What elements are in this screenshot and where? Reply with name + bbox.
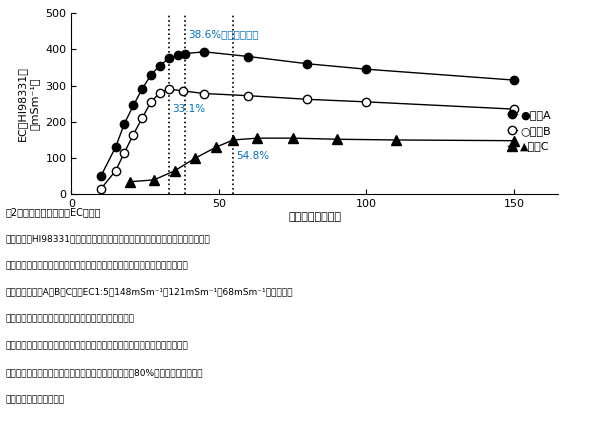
Text: ・測定値は，塑性限界以上の湿潤状態（握って手が湿るくらい）の土壌を圧: ・測定値は，塑性限界以上の湿潤状態（握って手が湿るくらい）の土壌を圧	[6, 341, 189, 350]
Legend: ●土壌A, ○土壌B, ▲土壌C: ●土壌A, ○土壌B, ▲土壌C	[505, 108, 553, 154]
X-axis label: 土壌含水比（％）: 土壌含水比（％）	[288, 212, 342, 222]
Text: 33.1%: 33.1%	[172, 104, 205, 114]
Text: ・測定は，HI98331を用いて，土壌がペースト状になるまではビニール袋内で: ・測定は，HI98331を用いて，土壌がペースト状になるまではビニール袋内で	[6, 234, 211, 243]
Text: 38.6%（塑性限界）: 38.6%（塑性限界）	[188, 29, 259, 39]
Text: 測定値が安定します。: 測定値が安定します。	[6, 395, 65, 404]
Text: 採取し，土壌A，B，C順にEC1:5が148mSm⁻¹，121mSm⁻¹，68mSm⁻¹，土壌分類: 採取し，土壌A，B，C順にEC1:5が148mSm⁻¹，121mSm⁻¹，68m…	[6, 288, 293, 297]
Text: 土壌を手で握った圧密条件で測定しました。供試土壌は，岩手県沿岸部で: 土壌を手で握った圧密条件で測定しました。供試土壌は，岩手県沿岸部で	[6, 261, 189, 270]
Text: が中粗粒グライ土，中粒粒色低地土，黒泥土です。: が中粗粒グライ土，中粒粒色低地土，黒泥土です。	[6, 314, 135, 324]
Text: 密した条件からペースト状の水分状態（含水比概ね80%以下）までならば，: 密した条件からペースト状の水分状態（含水比概ね80%以下）までならば，	[6, 368, 203, 377]
Y-axis label: EC（HI98331）
（mSm⁻¹）: EC（HI98331） （mSm⁻¹）	[17, 66, 40, 141]
Text: 図2　土壌含水比と土壌ECの関係: 図2 土壌含水比と土壌ECの関係	[6, 207, 102, 217]
Text: 54.8%: 54.8%	[236, 151, 269, 161]
